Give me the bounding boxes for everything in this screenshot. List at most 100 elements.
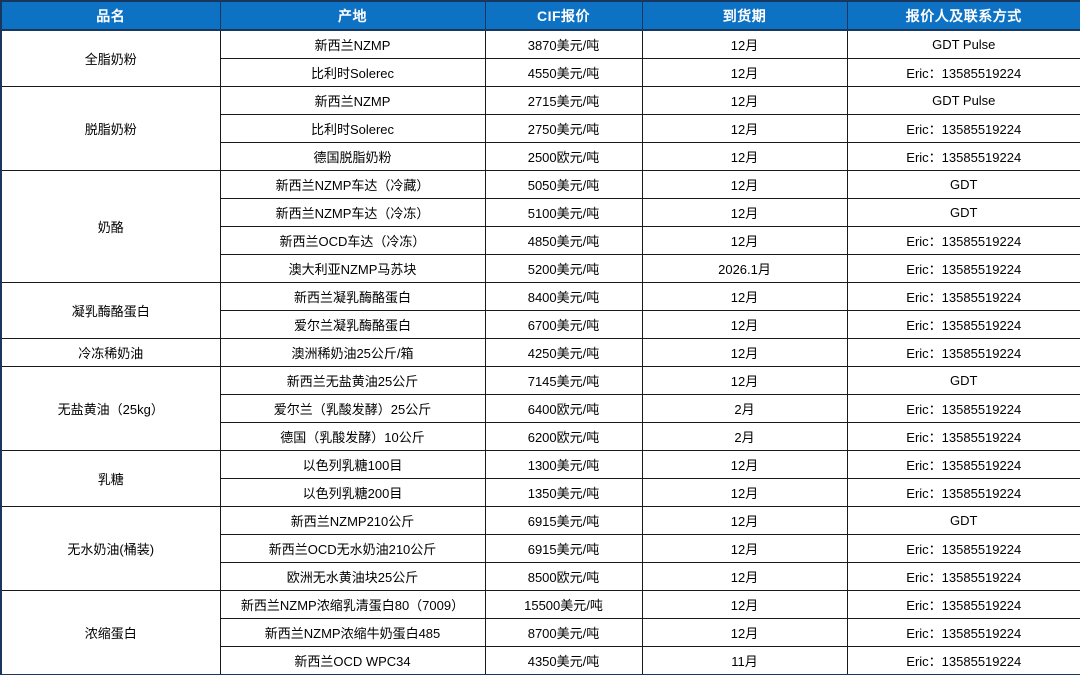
origin-cell: 新西兰凝乳酶酪蛋白 [219, 282, 486, 311]
price-cell: 6700美元/吨 [484, 310, 643, 339]
arrival-cell: 12月 [641, 29, 848, 59]
price-cell: 4350美元/吨 [484, 646, 643, 675]
product-group-cell: 乳糖 [0, 450, 221, 507]
origin-cell: 澳大利亚NZMP马苏块 [219, 254, 486, 283]
origin-cell: 欧洲无水黄油块25公斤 [219, 562, 486, 591]
arrival-cell: 12月 [641, 450, 848, 479]
price-cell: 2715美元/吨 [484, 86, 643, 115]
price-cell: 6200欧元/吨 [484, 422, 643, 451]
arrival-cell: 12月 [641, 114, 848, 143]
table-row: 新西兰OCD车达（冷冻） 4850美元/吨 12月 Eric：13585519224 [1, 226, 1080, 255]
price-cell: 5100美元/吨 [484, 198, 643, 227]
origin-cell: 新西兰NZMP [219, 86, 486, 115]
table-row: 凝乳酶酪蛋白 新西兰凝乳酶酪蛋白 8400美元/吨 12月 Eric：135855192… [0, 282, 1080, 339]
product-group-cell: 无盐黄油（25kg） [0, 366, 221, 451]
price-cell: 7145美元/吨 [484, 366, 643, 395]
arrival-cell: 12月 [641, 618, 848, 647]
header-row: 品名 产地 CIF报价 到货期 报价人及联系方式 [0, 0, 1080, 31]
arrival-cell: 12月 [641, 142, 848, 171]
price-cell: 4550美元/吨 [484, 58, 643, 87]
table-row: 无水奶油(桶装) 新西兰NZMP210公斤 6915美元/吨 12月 GDT [0, 506, 1080, 591]
origin-cell: 比利时Solerec [219, 114, 486, 143]
contact-cell: Eric：13585519224 [846, 590, 1080, 619]
arrival-cell: 12月 [641, 338, 848, 367]
table-row: 乳糖 以色列乳糖100目 1300美元/吨 12月 Eric：13585519224 [0, 450, 1080, 507]
product-group-cell: 全脂奶粉 [0, 29, 221, 87]
table-row: 新西兰OCD无水奶油210公斤 6915美元/吨 12月 Eric：135855192… [1, 534, 1080, 563]
contact-cell: GDT [846, 366, 1080, 395]
contact-cell: Eric：13585519224 [846, 618, 1080, 647]
contact-cell: Eric：13585519224 [846, 142, 1080, 171]
price-cell: 5200美元/吨 [484, 254, 643, 283]
product-group-cell: 浓缩蛋白 [0, 590, 221, 675]
table-row: 比利时Solerec 4550美元/吨 12月 Eric：13585519224 [1, 58, 1080, 87]
origin-cell: 澳洲稀奶油25公斤/箱 [219, 338, 486, 367]
table-row: 全脂奶粉 新西兰NZMP 3870美元/吨 12月 GDT Pulse [0, 29, 1080, 87]
origin-cell: 新西兰NZMP车达（冷藏） [219, 170, 486, 199]
contact-cell: Eric：13585519224 [846, 58, 1080, 87]
contact-cell: Eric：13585519224 [846, 450, 1080, 479]
table-row: 新西兰OCD WPC34 4350美元/吨 11月 Eric：13585519224 [1, 646, 1080, 675]
contact-cell: Eric：13585519224 [846, 562, 1080, 591]
contact-cell: Eric：13585519224 [846, 422, 1080, 451]
table-row: 浓缩蛋白 新西兰NZMP浓缩乳清蛋白80（7009） 15500美元/吨 12月 Eri… [0, 590, 1080, 675]
product-group-cell: 冷冻稀奶油 [0, 338, 221, 367]
arrival-cell: 12月 [641, 478, 848, 507]
arrival-cell: 12月 [641, 534, 848, 563]
arrival-cell: 12月 [641, 562, 848, 591]
arrival-cell: 2月 [641, 394, 848, 423]
arrival-cell: 11月 [641, 646, 848, 675]
table-row: 脱脂奶粉 新西兰NZMP 2715美元/吨 12月 GDT Pulse [0, 86, 1080, 171]
origin-cell: 新西兰无盐黄油25公斤 [219, 366, 486, 395]
contact-cell: Eric：13585519224 [846, 646, 1080, 675]
header-cell-origin: 产地 [219, 0, 486, 31]
arrival-cell: 12月 [641, 590, 848, 619]
contact-cell: GDT Pulse [846, 29, 1080, 59]
price-cell: 6915美元/吨 [484, 506, 643, 535]
price-cell: 4850美元/吨 [484, 226, 643, 255]
contact-cell: Eric：13585519224 [846, 338, 1080, 367]
table-row: 欧洲无水黄油块25公斤 8500欧元/吨 12月 Eric：13585519224 [1, 562, 1080, 591]
contact-cell: GDT Pulse [846, 86, 1080, 115]
arrival-cell: 12月 [641, 310, 848, 339]
price-cell: 2750美元/吨 [484, 114, 643, 143]
table-row: 爱尔兰凝乳酶酪蛋白 6700美元/吨 12月 Eric：13585519224 [1, 310, 1080, 339]
table-row: 新西兰NZMP车达（冷冻） 5100美元/吨 12月 GDT [1, 198, 1080, 227]
origin-cell: 爱尔兰（乳酸发酵）25公斤 [219, 394, 486, 423]
contact-cell: Eric：13585519224 [846, 310, 1080, 339]
product-group-cell: 无水奶油(桶装) [0, 506, 221, 591]
table-body: 全脂奶粉 新西兰NZMP 3870美元/吨 12月 GDT Pulse 比利时Solere… [0, 29, 1080, 675]
arrival-cell: 12月 [641, 506, 848, 535]
product-group-cell: 凝乳酶酪蛋白 [0, 282, 221, 339]
product-group-cell: 脱脂奶粉 [0, 86, 221, 171]
contact-cell: Eric：13585519224 [846, 254, 1080, 283]
price-cell: 3870美元/吨 [484, 29, 643, 59]
price-cell: 1300美元/吨 [484, 450, 643, 479]
table-row: 冷冻稀奶油 澳洲稀奶油25公斤/箱 4250美元/吨 12月 Eric：13585519… [0, 338, 1080, 367]
origin-cell: 新西兰OCD WPC34 [219, 646, 486, 675]
table-row: 德国（乳酸发酵）10公斤 6200欧元/吨 2月 Eric：13585519224 [1, 422, 1080, 451]
price-cell: 2500欧元/吨 [484, 142, 643, 171]
arrival-cell: 2月 [641, 422, 848, 451]
origin-cell: 新西兰NZMP [219, 29, 486, 59]
origin-cell: 比利时Solerec [219, 58, 486, 87]
contact-cell: GDT [846, 170, 1080, 199]
arrival-cell: 12月 [641, 86, 848, 115]
price-cell: 15500美元/吨 [484, 590, 643, 619]
table-row: 奶酪 新西兰NZMP车达（冷藏） 5050美元/吨 12月 GDT [0, 170, 1080, 283]
origin-cell: 爱尔兰凝乳酶酪蛋白 [219, 310, 486, 339]
product-group-cell: 奶酪 [0, 170, 221, 283]
origin-cell: 德国（乳酸发酵）10公斤 [219, 422, 486, 451]
contact-cell: Eric：13585519224 [846, 534, 1080, 563]
arrival-cell: 12月 [641, 226, 848, 255]
arrival-cell: 2026.1月 [641, 254, 848, 283]
arrival-cell: 12月 [641, 58, 848, 87]
origin-cell: 新西兰OCD无水奶油210公斤 [219, 534, 486, 563]
table-row: 无盐黄油（25kg） 新西兰无盐黄油25公斤 7145美元/吨 12月 GDT [0, 366, 1080, 451]
contact-cell: Eric：13585519224 [846, 282, 1080, 311]
header-cell-product-name: 品名 [0, 0, 221, 31]
contact-cell: Eric：13585519224 [846, 114, 1080, 143]
price-cell: 6915美元/吨 [484, 534, 643, 563]
